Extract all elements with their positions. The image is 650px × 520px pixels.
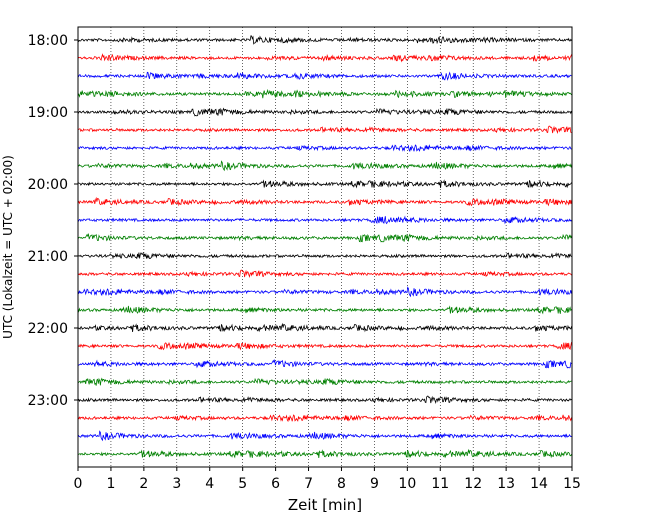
seismic-trace xyxy=(77,322,572,333)
x-tick-label: 11 xyxy=(431,476,449,492)
seismic-trace xyxy=(77,342,572,351)
x-tick-label: 7 xyxy=(304,476,313,492)
seismic-trace xyxy=(77,53,572,63)
x-tick-label: 15 xyxy=(563,476,581,492)
x-tick-label: 14 xyxy=(530,476,548,492)
y-axis-ticks: 18:00 19:00 20:00 21:00 22:00 23:00 xyxy=(28,33,78,409)
grid-lines xyxy=(110,27,540,467)
seismic-traces xyxy=(77,35,572,459)
y-tick-label: 19:00 xyxy=(28,105,68,121)
seismic-trace xyxy=(77,286,572,298)
x-tick-label: 12 xyxy=(464,476,482,492)
seismic-trace xyxy=(77,125,572,134)
seismic-trace xyxy=(77,305,572,315)
seismic-trace xyxy=(77,35,572,45)
plot-area xyxy=(78,27,572,467)
y-tick-label: 18:00 xyxy=(28,33,68,49)
seismic-trace xyxy=(77,215,572,225)
seismic-trace xyxy=(77,269,572,278)
seismic-trace xyxy=(77,179,572,189)
x-tick-label: 10 xyxy=(398,476,416,492)
y-tick-label: 21:00 xyxy=(28,249,68,265)
seismic-trace xyxy=(77,448,572,459)
x-tick-label: 1 xyxy=(106,476,115,492)
x-axis-ticks: 0 1 2 3 4 5 6 7 8 9 10 11 12 13 14 15 xyxy=(74,467,581,492)
y-tick-label: 20:00 xyxy=(28,177,68,193)
x-tick-label: 3 xyxy=(172,476,181,492)
seismic-trace xyxy=(77,232,572,243)
seismic-trace xyxy=(77,107,572,117)
x-tick-label: 6 xyxy=(271,476,280,492)
seismic-trace xyxy=(77,144,572,153)
x-tick-label: 8 xyxy=(337,476,346,492)
x-tick-label: 4 xyxy=(205,476,214,492)
seismic-trace xyxy=(77,71,572,81)
x-tick-label: 13 xyxy=(497,476,515,492)
seismic-trace xyxy=(77,377,572,386)
seismic-trace xyxy=(77,251,572,260)
seismic-trace xyxy=(77,395,572,404)
x-axis-label: Zeit [min] xyxy=(288,496,362,514)
x-tick-label: 0 xyxy=(74,476,83,492)
y-tick-label: 22:00 xyxy=(28,321,68,337)
seismic-trace xyxy=(77,160,572,172)
y-axis-label: UTC (Lokalzeit = UTC + 02:00) xyxy=(1,155,15,339)
seismic-trace xyxy=(77,88,572,99)
x-tick-label: 9 xyxy=(370,476,379,492)
x-tick-label: 5 xyxy=(238,476,247,492)
seismic-trace xyxy=(77,196,572,207)
seismic-trace xyxy=(77,358,572,369)
x-tick-label: 2 xyxy=(139,476,148,492)
seismic-trace xyxy=(77,414,572,423)
plot-frame xyxy=(77,26,573,468)
seismic-trace xyxy=(77,430,572,442)
y-tick-label: 23:00 xyxy=(28,393,68,409)
